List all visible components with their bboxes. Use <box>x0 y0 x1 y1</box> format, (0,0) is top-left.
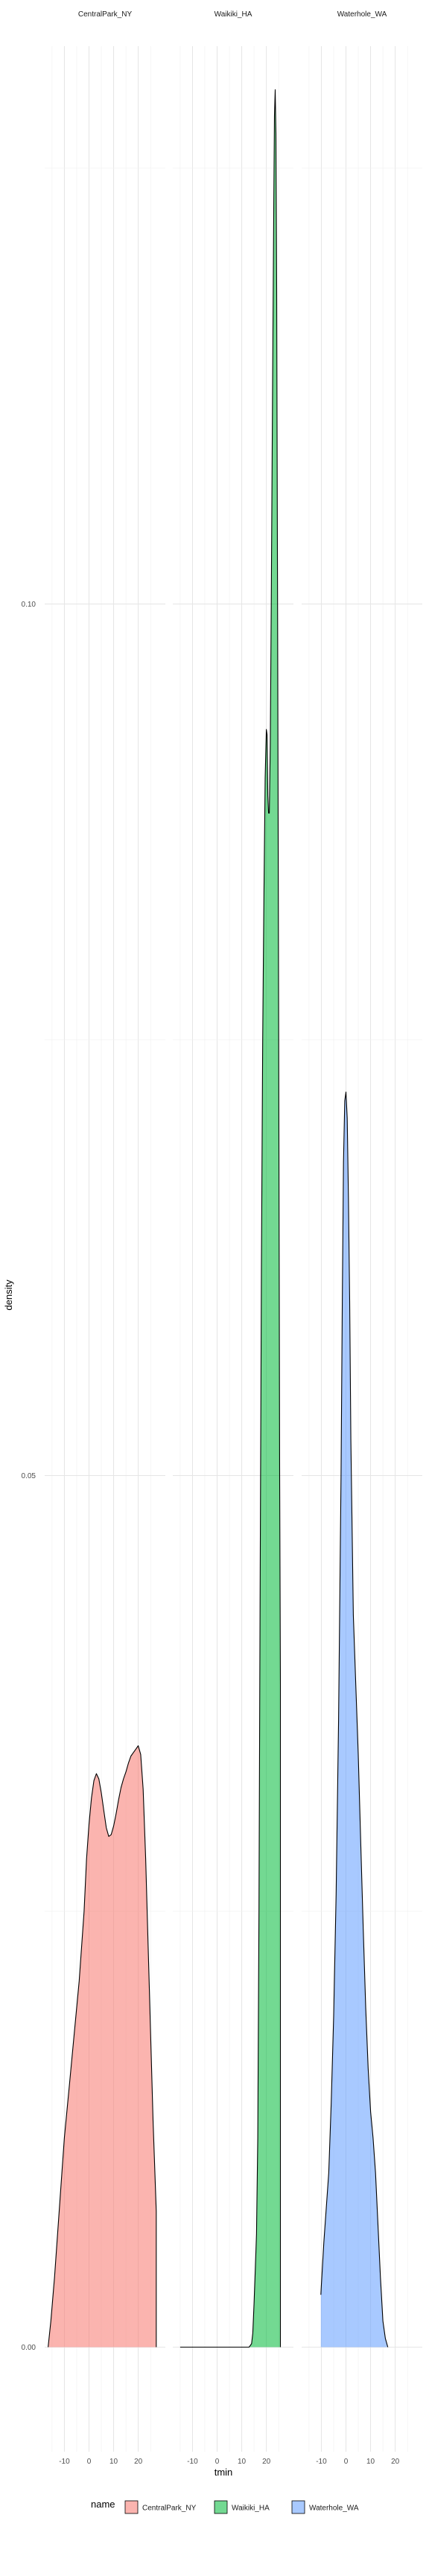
facet-strip-label: Waterhole_WA <box>337 10 387 19</box>
x-tick-label: 10 <box>109 2458 118 2466</box>
facet-panel: Waikiki_HA -10 0 10 20 <box>173 10 293 2466</box>
legend-title: name <box>91 2499 115 2510</box>
density-curve <box>179 89 282 2348</box>
legend-swatch <box>214 2500 228 2514</box>
x-tick-label: -10 <box>316 2458 327 2466</box>
y-axis-title: density <box>3 1279 14 1311</box>
y-tick-label: 0.10 <box>22 601 36 609</box>
legend-label: Waikiki_HA <box>232 2505 270 2513</box>
x-tick-label: 20 <box>134 2458 143 2466</box>
y-tick-label: 0.00 <box>22 2344 36 2352</box>
x-tick-label: 10 <box>366 2458 375 2466</box>
density-area <box>179 89 281 2348</box>
legend-item: Waterhole_WA <box>291 2500 359 2514</box>
legend-item: CentralPark_NY <box>124 2500 197 2514</box>
facet-panel: CentralPark_NY -10 0 10 20 <box>45 10 165 2466</box>
facet-strip-label: Waikiki_HA <box>214 10 252 19</box>
x-axis-title: tmin <box>214 2467 233 2478</box>
x-tick-label: 10 <box>238 2458 247 2466</box>
x-tick-label: -10 <box>59 2458 70 2466</box>
legend-label: CentralPark_NY <box>142 2505 197 2513</box>
legend-item: Waikiki_HA <box>214 2500 270 2514</box>
density-area <box>48 1745 156 2348</box>
x-tick-label: 20 <box>391 2458 400 2466</box>
facet-panel: Waterhole_WA -10 0 10 20 <box>302 10 422 2466</box>
density-area <box>320 1092 388 2348</box>
x-tick-label: 0 <box>344 2458 349 2466</box>
facet-strip-label: CentralPark_NY <box>78 10 133 19</box>
x-tick-label: 0 <box>87 2458 92 2466</box>
legend-swatch <box>124 2500 139 2514</box>
legend: name CentralPark_NY Waikiki_HA Waterhole_W… <box>91 2499 359 2514</box>
legend-swatch <box>291 2500 305 2514</box>
density-curve <box>320 1091 389 2348</box>
y-tick-label: 0.05 <box>22 1472 36 1480</box>
x-tick-label: 20 <box>262 2458 271 2466</box>
x-tick-label: -10 <box>187 2458 198 2466</box>
density-curve <box>48 1745 157 2348</box>
x-tick-label: 0 <box>215 2458 220 2466</box>
legend-label: Waterhole_WA <box>309 2505 359 2513</box>
